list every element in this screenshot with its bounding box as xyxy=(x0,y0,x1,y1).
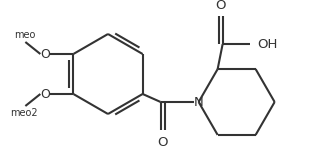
Text: O: O xyxy=(157,136,168,149)
Text: O: O xyxy=(215,0,226,12)
Text: O: O xyxy=(40,87,50,101)
Text: meo: meo xyxy=(14,30,35,40)
Text: OH: OH xyxy=(258,38,278,51)
Text: meo2: meo2 xyxy=(11,108,38,118)
Text: O: O xyxy=(40,47,50,61)
Text: N: N xyxy=(194,95,204,109)
